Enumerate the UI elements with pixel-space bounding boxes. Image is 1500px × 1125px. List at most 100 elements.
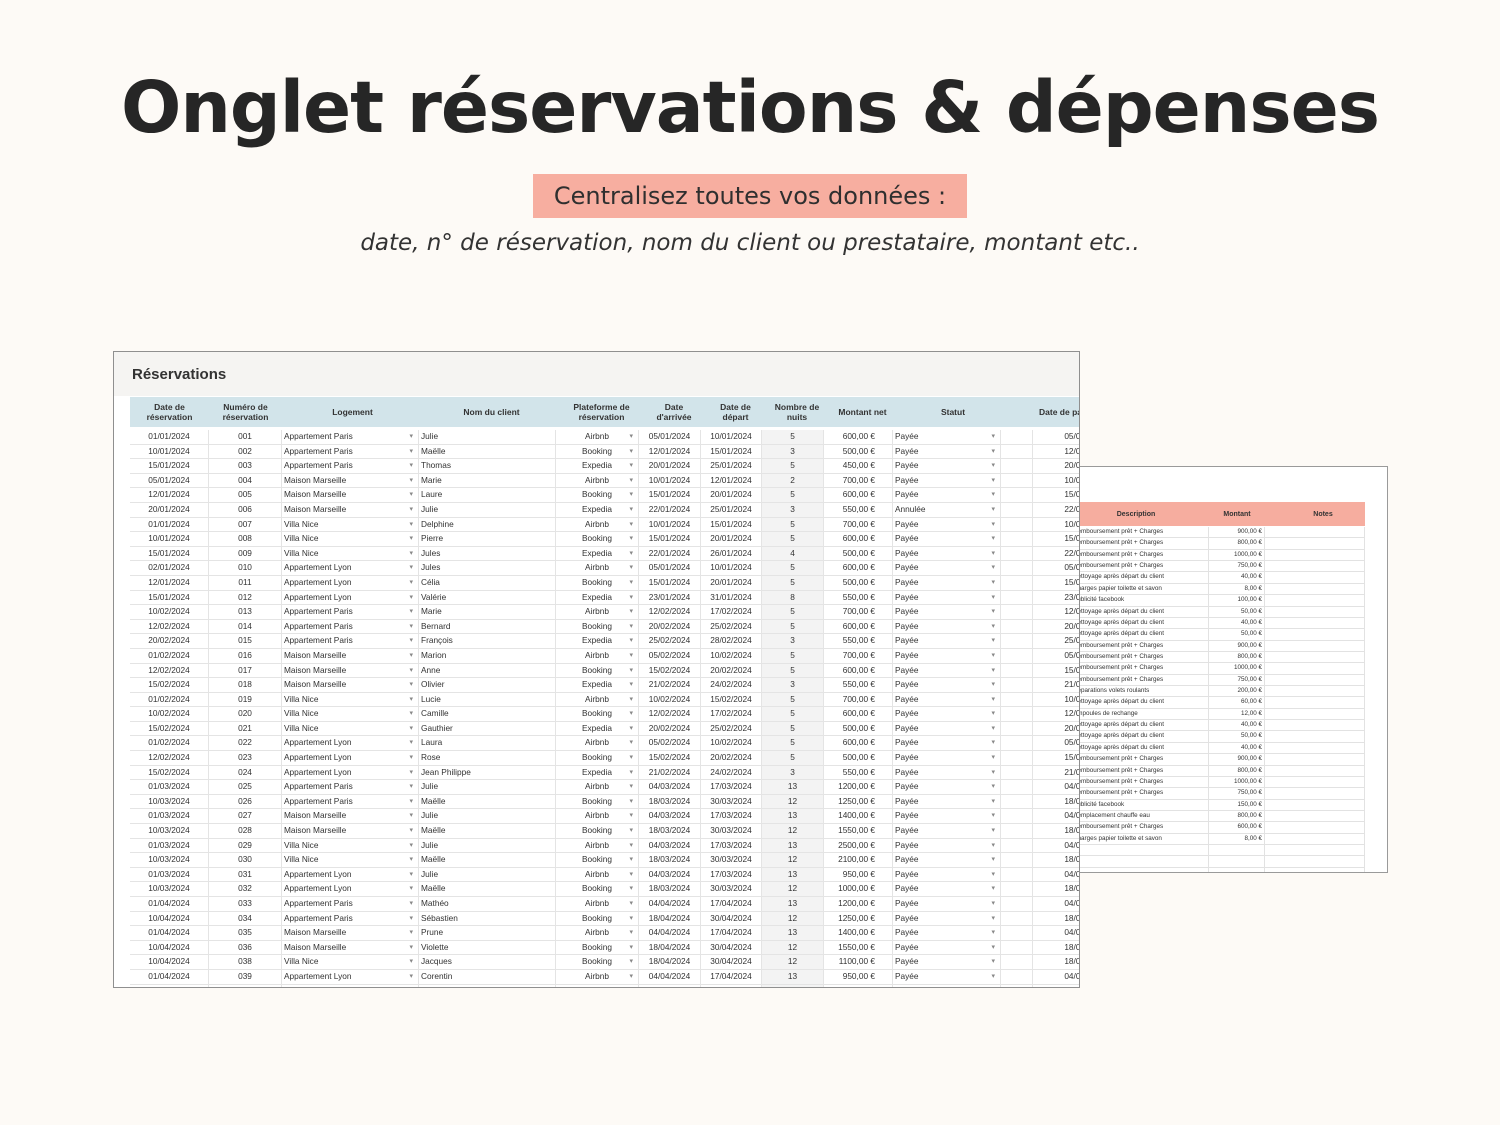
list-item[interactable]: Nettoyage après départ du client 40,00 € bbox=[1079, 720, 1365, 732]
cell-logement[interactable]: Appartement Lyon bbox=[282, 751, 419, 765]
cell-statut[interactable]: Payée bbox=[893, 430, 1001, 444]
cell-plateforme[interactable]: Expedia bbox=[556, 634, 639, 648]
expense-notes[interactable] bbox=[1265, 629, 1365, 640]
cell-statut[interactable]: Payée bbox=[893, 809, 1001, 824]
cell-logement[interactable]: Appartement Lyon bbox=[282, 969, 419, 984]
list-item[interactable]: Remboursement prêt + Charges 750,00 € bbox=[1079, 788, 1365, 800]
cell-statut[interactable]: Payée bbox=[893, 955, 1001, 969]
cell-plateforme[interactable]: Booking bbox=[556, 794, 639, 809]
cell-plateforme[interactable]: Expedia bbox=[556, 459, 639, 473]
cell-client[interactable]: Valérie bbox=[419, 590, 556, 605]
cell-plateforme[interactable]: Airbnb bbox=[556, 926, 639, 940]
cell-plateforme[interactable]: Booking bbox=[556, 882, 639, 896]
expense-notes[interactable] bbox=[1265, 799, 1365, 810]
cell-client[interactable]: Laure bbox=[419, 488, 556, 502]
list-item[interactable]: Remplacement chauffe eau 800,00 € bbox=[1079, 810, 1365, 823]
list-item[interactable]: Remboursement prêt + Charges 800,00 € bbox=[1079, 765, 1365, 777]
cell-plateforme[interactable]: Expedia bbox=[556, 765, 639, 780]
cell-client[interactable]: Pierre bbox=[419, 532, 556, 546]
expense-notes[interactable] bbox=[1265, 708, 1365, 720]
cell-statut[interactable]: Payée bbox=[893, 926, 1001, 940]
list-item[interactable]: Ampoules de rechange 12,00 € bbox=[1079, 708, 1365, 721]
cell-logement[interactable]: Appartement Lyon bbox=[282, 575, 419, 590]
cell-logement[interactable]: Villa Nice bbox=[282, 853, 419, 867]
cell-client[interactable]: Julie bbox=[419, 502, 556, 517]
expense-notes[interactable] bbox=[1265, 561, 1365, 572]
cell-client[interactable]: Jean Philippe bbox=[419, 765, 556, 780]
cell-client[interactable]: Célia bbox=[419, 575, 556, 590]
cell-plateforme[interactable]: Expedia bbox=[556, 590, 639, 605]
expense-notes[interactable] bbox=[1265, 731, 1365, 742]
expense-notes[interactable] bbox=[1265, 583, 1365, 595]
cell-statut[interactable]: Payée bbox=[893, 867, 1001, 882]
expense-notes[interactable] bbox=[1265, 776, 1365, 788]
cell-logement[interactable]: Appartement Paris bbox=[282, 459, 419, 473]
cell-statut[interactable]: Payée bbox=[893, 575, 1001, 590]
expense-notes[interactable] bbox=[1265, 765, 1365, 776]
cell-logement[interactable]: Appartement Paris bbox=[282, 619, 419, 634]
cell-plateforme[interactable]: Airbnb bbox=[556, 692, 639, 707]
cell-statut[interactable]: Payée bbox=[893, 838, 1001, 853]
expense-notes[interactable] bbox=[1265, 845, 1365, 856]
cell-logement[interactable]: Maison Marseille bbox=[282, 502, 419, 517]
expense-notes[interactable] bbox=[1265, 856, 1365, 867]
expenses-header-notes[interactable]: Notes bbox=[1313, 510, 1333, 518]
cell-statut[interactable]: Payée bbox=[893, 853, 1001, 867]
list-item[interactable]: Remboursement prêt + Charges 900,00 € bbox=[1079, 754, 1365, 766]
cell-plateforme[interactable]: Airbnb bbox=[556, 648, 639, 663]
cell-plateforme[interactable]: Expedia bbox=[556, 502, 639, 517]
cell-client[interactable]: Rose bbox=[419, 751, 556, 765]
list-item[interactable]: Nettoyage après départ du client 60,00 € bbox=[1079, 697, 1365, 709]
cell-statut[interactable]: Payée bbox=[893, 473, 1001, 488]
cell-statut[interactable]: Payée bbox=[893, 824, 1001, 838]
cell-statut[interactable]: Payée bbox=[893, 736, 1001, 751]
cell-client[interactable]: Lucile bbox=[419, 984, 556, 987]
cell-plateforme[interactable]: Booking bbox=[556, 984, 639, 987]
cell-statut[interactable]: Payée bbox=[893, 605, 1001, 619]
list-item[interactable]: Remboursement prêt + Charges 900,00 € bbox=[1079, 640, 1365, 652]
header-montant[interactable]: Montant net bbox=[838, 407, 887, 417]
cell-logement[interactable]: Maison Marseille bbox=[282, 663, 419, 678]
cell-statut[interactable]: Payée bbox=[893, 634, 1001, 648]
cell-statut[interactable]: Payée bbox=[893, 707, 1001, 721]
cell-statut[interactable]: Payée bbox=[893, 459, 1001, 473]
cell-plateforme[interactable]: Airbnb bbox=[556, 969, 639, 984]
cell-logement[interactable]: Appartement Lyon bbox=[282, 561, 419, 575]
cell-logement[interactable]: Maison Marseille bbox=[282, 940, 419, 955]
cell-client[interactable]: Violette bbox=[419, 940, 556, 955]
header-arrivee[interactable]: Date d'arrivée bbox=[656, 402, 692, 422]
cell-client[interactable]: Maëlle bbox=[419, 444, 556, 459]
cell-statut[interactable]: Annulée bbox=[893, 502, 1001, 517]
cell-logement[interactable]: Maison Marseille bbox=[282, 648, 419, 663]
cell-client[interactable]: Jules bbox=[419, 561, 556, 575]
cell-client[interactable]: Maëlle bbox=[419, 853, 556, 867]
cell-statut[interactable]: Payée bbox=[893, 663, 1001, 678]
cell-statut[interactable]: Payée bbox=[893, 940, 1001, 955]
cell-plateforme[interactable]: Booking bbox=[556, 532, 639, 546]
cell-statut[interactable]: Payée bbox=[893, 911, 1001, 926]
cell-plateforme[interactable]: Airbnb bbox=[556, 838, 639, 853]
cell-client[interactable]: Prune bbox=[419, 926, 556, 940]
header-date-paiement[interactable]: Date de pa bbox=[1039, 407, 1080, 417]
expense-notes[interactable] bbox=[1265, 572, 1365, 583]
cell-plateforme[interactable]: Booking bbox=[556, 575, 639, 590]
cell-logement[interactable]: Villa Nice bbox=[282, 721, 419, 736]
